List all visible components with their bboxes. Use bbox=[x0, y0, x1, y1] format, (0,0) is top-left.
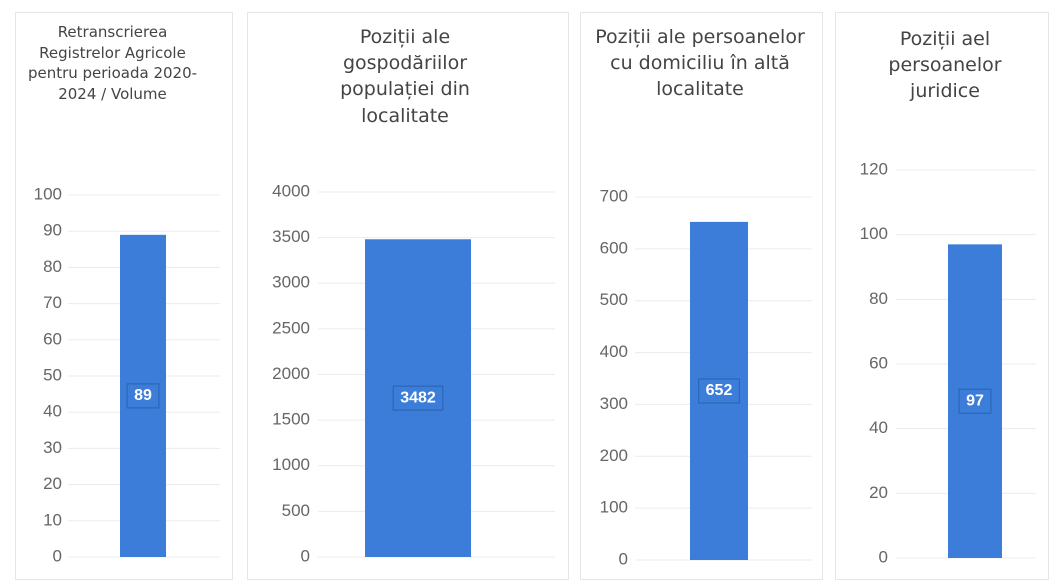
chart-title: Poziții ale gospodăriilor populației din… bbox=[340, 26, 470, 127]
y-tick-label: 500 bbox=[282, 501, 310, 520]
value-label: 89 bbox=[134, 387, 152, 404]
value-label-box bbox=[392, 385, 444, 411]
y-tick-label: 30 bbox=[43, 438, 62, 457]
value-label-box bbox=[698, 378, 740, 404]
value-label: 652 bbox=[706, 382, 733, 399]
y-tick-label: 600 bbox=[600, 238, 628, 257]
y-tick-label: 0 bbox=[879, 547, 888, 566]
value-label-box bbox=[126, 383, 160, 409]
value-label: 97 bbox=[966, 392, 984, 409]
y-tick-label: 100 bbox=[34, 184, 62, 203]
y-tick-label: 70 bbox=[43, 293, 62, 312]
y-tick-label: 1500 bbox=[272, 410, 310, 429]
chart-panel bbox=[580, 12, 823, 580]
y-tick-label: 700 bbox=[600, 186, 628, 205]
y-tick-label: 10 bbox=[43, 510, 62, 529]
chart-title: Retranscrierea Registrelor Agricole pent… bbox=[27, 23, 198, 104]
chart-panel bbox=[835, 12, 1049, 580]
y-tick-label: 50 bbox=[43, 365, 62, 384]
y-tick-label: 60 bbox=[43, 329, 62, 348]
value-label: 3482 bbox=[400, 389, 436, 406]
y-tick-label: 90 bbox=[43, 221, 62, 240]
y-tick-label: 2500 bbox=[272, 318, 310, 337]
y-tick-label: 1000 bbox=[272, 455, 310, 474]
y-tick-label: 300 bbox=[600, 394, 628, 413]
y-tick-label: 20 bbox=[43, 474, 62, 493]
y-tick-label: 3500 bbox=[272, 227, 310, 246]
y-tick-label: 0 bbox=[619, 549, 628, 568]
y-tick-label: 3000 bbox=[272, 273, 310, 292]
y-tick-label: 80 bbox=[869, 289, 888, 308]
chart-title: Poziții ale persoanelor cu domiciliu în … bbox=[595, 26, 805, 101]
y-tick-label: 40 bbox=[869, 418, 888, 437]
y-tick-label: 0 bbox=[301, 546, 310, 565]
value-label-box bbox=[958, 388, 992, 414]
y-tick-label: 60 bbox=[869, 353, 888, 372]
y-tick-label: 120 bbox=[860, 159, 888, 178]
y-tick-label: 4000 bbox=[272, 181, 310, 200]
chart-title: Poziții ael persoanelor juridice bbox=[888, 28, 1002, 103]
chart-panel bbox=[15, 12, 233, 580]
y-tick-label: 100 bbox=[600, 498, 628, 517]
y-tick-label: 400 bbox=[600, 342, 628, 361]
y-tick-label: 0 bbox=[53, 546, 62, 565]
y-tick-label: 80 bbox=[43, 257, 62, 276]
y-tick-label: 20 bbox=[869, 483, 888, 502]
chart-panel bbox=[247, 12, 569, 580]
y-tick-label: 40 bbox=[43, 402, 62, 421]
y-tick-label: 100 bbox=[860, 224, 888, 243]
y-tick-label: 500 bbox=[600, 290, 628, 309]
y-tick-label: 200 bbox=[600, 446, 628, 465]
y-tick-label: 2000 bbox=[272, 364, 310, 383]
